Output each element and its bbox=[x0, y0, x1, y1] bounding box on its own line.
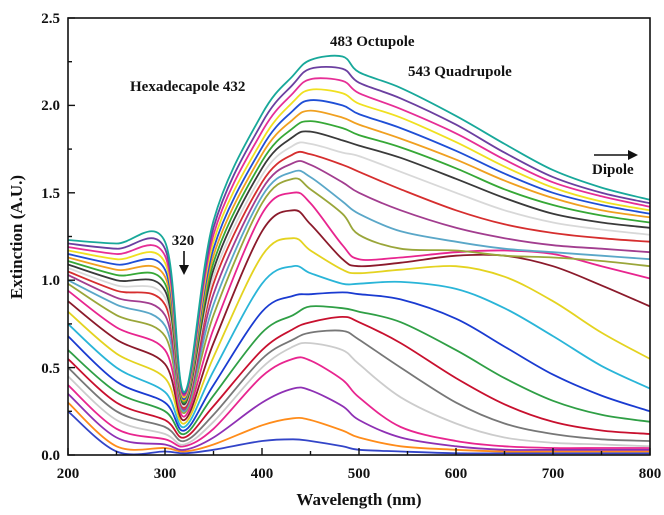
x-axis-title: Wavelength (nm) bbox=[296, 490, 421, 509]
quadrupole-annotation: 543 Quadrupole bbox=[408, 64, 512, 80]
spectrum-line-3 bbox=[67, 386, 650, 451]
x-tick-label: 800 bbox=[639, 466, 662, 482]
y-tick-label: 1.5 bbox=[41, 186, 60, 202]
spectrum-line-1 bbox=[67, 410, 650, 456]
y-tick-labels: 0.0 0.5 1.0 1.5 2.0 2.5 bbox=[41, 11, 60, 464]
spectrum-line-4 bbox=[67, 356, 650, 450]
spectrum-line-13 bbox=[67, 191, 651, 418]
spectrum-line-2 bbox=[67, 401, 650, 453]
x-tick-label: 300 bbox=[154, 466, 177, 482]
spectrum-line-11 bbox=[67, 237, 651, 425]
x-tick-label: 600 bbox=[445, 466, 468, 482]
x-tick-label: 400 bbox=[251, 466, 274, 482]
dipole-arrow-icon bbox=[594, 150, 638, 160]
spectrum-line-5 bbox=[67, 341, 651, 448]
y-tick-label: 0.0 bbox=[41, 448, 60, 464]
y-tick-label: 2.5 bbox=[41, 11, 60, 27]
spectrum-line-26 bbox=[67, 54, 651, 394]
x-tick-label: 500 bbox=[348, 466, 371, 482]
x-tick-label: 200 bbox=[57, 466, 80, 482]
spectrum-line-7 bbox=[67, 316, 651, 439]
spectrum-line-25 bbox=[67, 65, 651, 395]
y-tick-label: 0.5 bbox=[41, 361, 60, 377]
spectrum-line-16 bbox=[67, 160, 651, 411]
axis-ticks bbox=[67, 17, 651, 456]
dip-annotation: 320 bbox=[172, 233, 195, 249]
dip-arrow-icon bbox=[179, 251, 189, 275]
y-tick-label: 1.0 bbox=[41, 273, 60, 289]
spectrum-line-10 bbox=[67, 264, 651, 428]
hexadecapole-annotation: Hexadecapole 432 bbox=[130, 79, 245, 95]
y-axis-title: Extinction (A.U.) bbox=[7, 175, 26, 299]
spectrum-line-24 bbox=[67, 77, 651, 397]
spectrum-line-20 bbox=[67, 120, 651, 404]
y-tick-label: 2.0 bbox=[41, 98, 60, 114]
octupole-annotation: 483 Octupole bbox=[330, 34, 415, 50]
x-tick-labels: 200 300 400 500 600 700 800 bbox=[57, 466, 662, 482]
series-lines bbox=[67, 54, 651, 456]
x-tick-label: 700 bbox=[542, 466, 565, 482]
spectrum-line-6 bbox=[67, 329, 651, 443]
spectrum-line-8 bbox=[67, 305, 651, 435]
spectrum-line-12 bbox=[67, 209, 651, 421]
spectrum-line-9 bbox=[67, 291, 651, 432]
dipole-annotation: Dipole bbox=[592, 162, 634, 178]
